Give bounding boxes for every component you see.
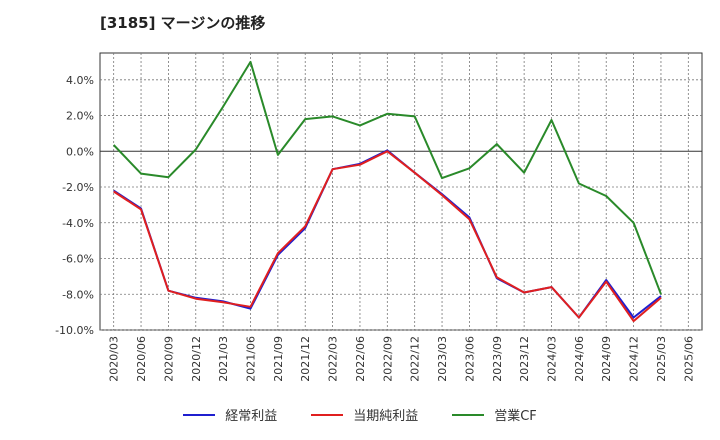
y-tick-label: -2.0% <box>62 181 94 194</box>
x-tick-label: 2022/03 <box>327 336 340 382</box>
x-tick-label: 2024/09 <box>600 336 613 382</box>
y-axis: 4.0% 2.0% 0.0% -2.0% -4.0% -6.0% -8.0% -10.0% <box>55 74 94 337</box>
grid-lines <box>100 53 702 331</box>
x-tick-label: 2021/09 <box>272 336 285 382</box>
x-tick-label: 2021/12 <box>299 336 312 382</box>
x-tick-label: 2024/03 <box>546 336 559 382</box>
x-tick-label: 2023/06 <box>463 336 476 382</box>
legend-swatch-net-profit <box>311 413 344 416</box>
x-tick-label: 2023/09 <box>491 336 504 382</box>
y-tick-label: -8.0% <box>62 288 94 301</box>
x-tick-label: 2021/03 <box>217 336 230 382</box>
x-tick-label: 2025/06 <box>682 336 695 382</box>
x-tick-label: 2021/06 <box>245 336 258 382</box>
chart-title: [3185] マージンの推移 <box>100 14 266 32</box>
x-axis: 2020/03 2020/06 2020/09 2020/12 2021/03 2021/… <box>108 336 696 382</box>
legend-item-recurring-profit: 経常利益 <box>183 405 277 424</box>
legend-label-net-profit: 当期純利益 <box>353 409 419 424</box>
y-tick-label: 4.0% <box>66 74 94 87</box>
legend-label-recurring-profit: 経常利益 <box>225 409 278 424</box>
x-tick-label: 2023/03 <box>436 336 449 382</box>
legend-item-net-profit: 当期純利益 <box>311 405 418 424</box>
x-tick-label: 2024/12 <box>628 336 641 382</box>
y-tick-label: -4.0% <box>62 217 94 230</box>
plot-area <box>99 52 703 331</box>
series-lines <box>112 60 662 323</box>
y-tick-label: -6.0% <box>62 253 94 266</box>
y-tick-label: 0.0% <box>66 145 94 158</box>
legend-label-operating-cf: 営業CF <box>494 409 537 424</box>
x-tick-label: 2025/03 <box>655 336 668 382</box>
x-tick-label: 2023/12 <box>518 336 531 382</box>
series-line-1 <box>113 150 662 323</box>
x-tick-label: 2020/12 <box>190 336 203 382</box>
legend-item-operating-cf: 営業CF <box>452 405 537 424</box>
y-tick-label: 2.0% <box>66 110 94 123</box>
y-tick-label: -10.0% <box>55 324 94 337</box>
x-tick-label: 2022/06 <box>354 336 367 382</box>
legend: 経常利益 当期純利益 営業CF <box>0 405 720 424</box>
x-tick-label: 2020/06 <box>135 336 148 382</box>
legend-swatch-operating-cf <box>452 413 485 416</box>
series-line-2 <box>112 60 662 295</box>
x-tick-label: 2022/12 <box>409 336 422 382</box>
x-tick-label: 2020/03 <box>108 336 121 382</box>
legend-swatch-recurring-profit <box>183 413 216 416</box>
x-tick-label: 2020/09 <box>162 336 175 382</box>
x-tick-label: 2022/09 <box>381 336 394 382</box>
x-tick-label: 2024/06 <box>573 336 586 382</box>
